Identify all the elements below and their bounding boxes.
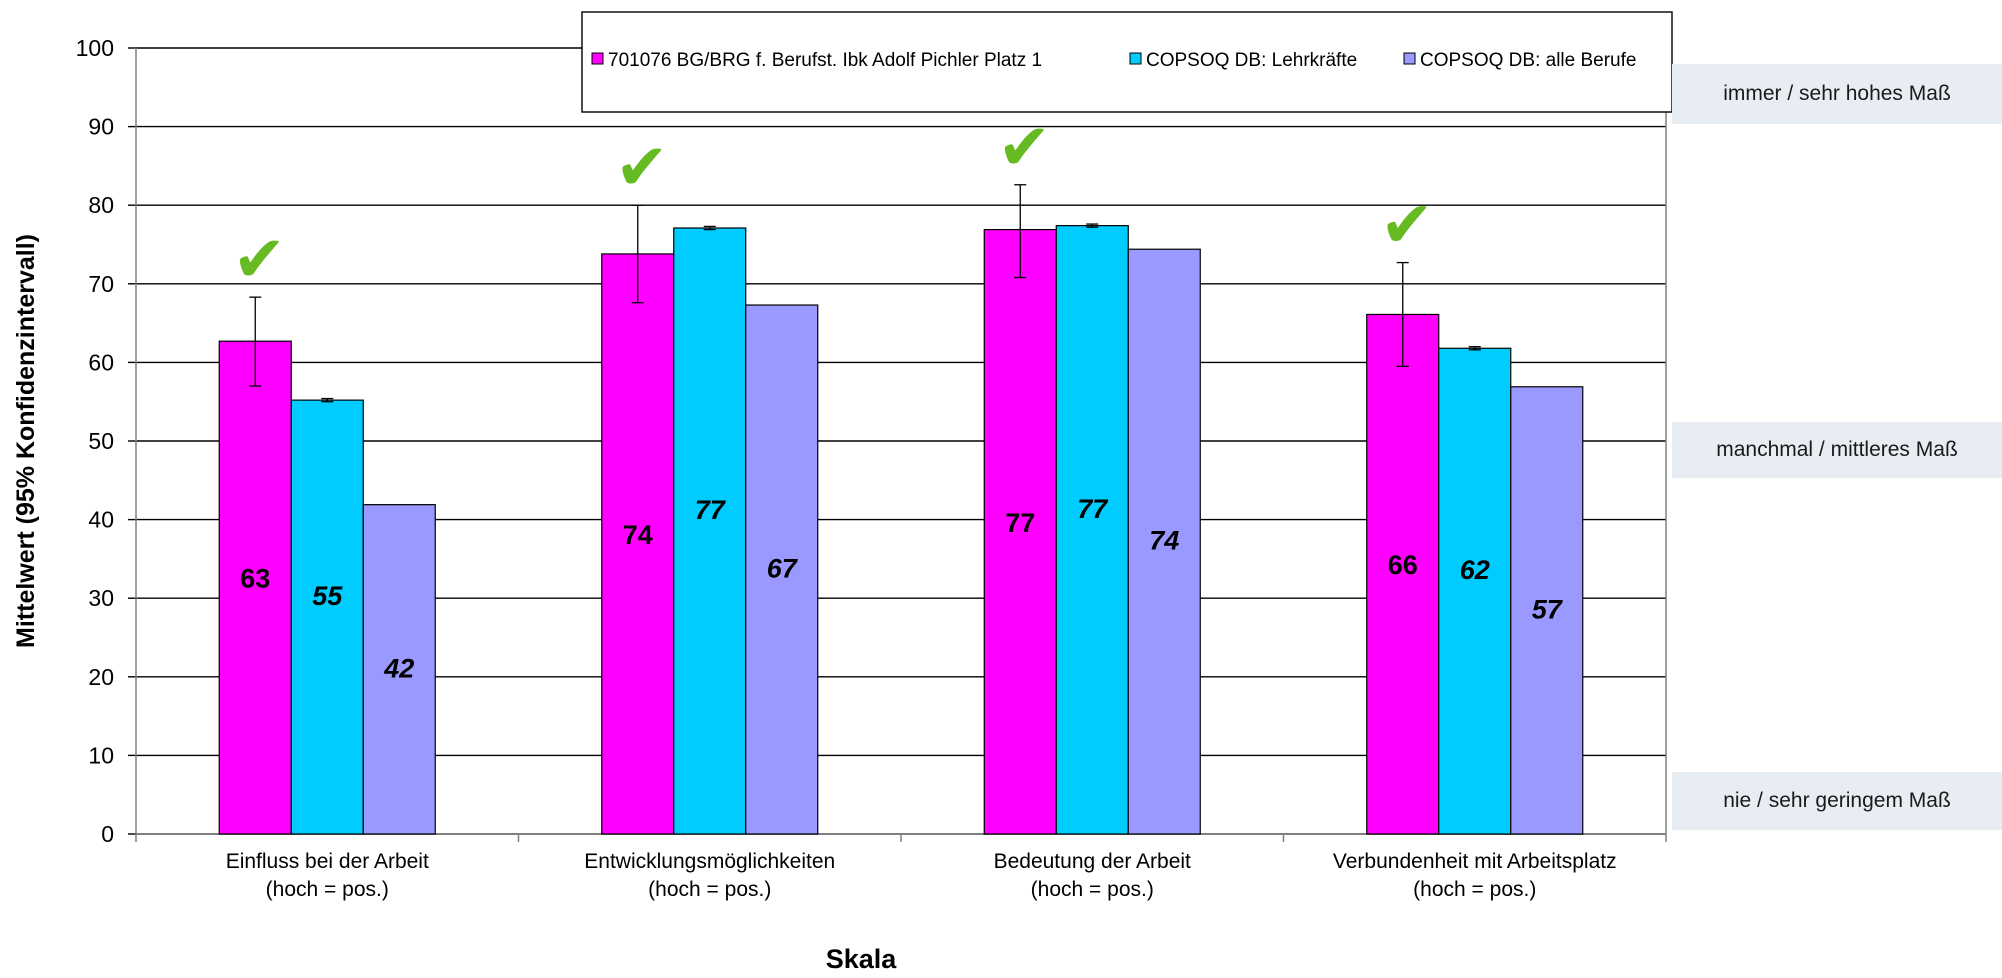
data-label: 77 [695, 495, 727, 525]
side-label-top: immer / sehr hohes Maß [1672, 64, 2002, 124]
bar [362, 504, 436, 835]
legend-swatch [591, 52, 604, 65]
bar [1438, 347, 1512, 835]
data-label: 66 [1388, 550, 1418, 580]
y-tick-label: 20 [88, 664, 114, 690]
data-label: 62 [1460, 555, 1490, 585]
data-label: 63 [240, 564, 270, 594]
bar [1127, 248, 1201, 835]
bar [290, 399, 364, 835]
bar-chart: 0 10 20 30 40 50 60 70 80 90 100 63 55 42 Einfluss bei… [12, 11, 1673, 974]
x-tick-label-sub: (hoch = pos.) [1031, 878, 1154, 901]
x-tick-label: Entwicklungsmöglichkeiten [584, 850, 835, 873]
y-tick-label: 40 [88, 507, 114, 533]
legend-label: 701076 BG/BRG f. Berufst. Ibk Adolf Pich… [608, 50, 1042, 71]
x-tick-label-sub: (hoch = pos.) [1413, 878, 1536, 901]
data-label: 42 [383, 653, 414, 683]
side-label-bottom: nie / sehr geringem Maß [1672, 772, 2002, 830]
x-tick-label-sub: (hoch = pos.) [266, 878, 389, 901]
side-label-middle: manchmal / mittleres Maß [1672, 422, 2002, 478]
bar [745, 304, 819, 835]
y-tick-label: 90 [88, 114, 114, 140]
checkmark-icon: ✔ [615, 131, 669, 203]
checkmark-icon: ✔ [232, 223, 286, 295]
legend-box [581, 11, 1673, 113]
legend-label: COPSOQ DB: Lehrkräfte [1146, 50, 1357, 71]
checkmark-icon: ✔ [997, 111, 1051, 183]
legend-swatch [1129, 52, 1142, 65]
x-tick-label-sub: (hoch = pos.) [648, 878, 771, 901]
data-label: 74 [1149, 526, 1179, 556]
y-tick-label: 50 [88, 428, 114, 454]
y-tick-label: 10 [88, 742, 114, 768]
data-label: 74 [623, 520, 653, 550]
bar [673, 227, 747, 835]
x-axis-title: Skala [826, 944, 898, 973]
data-label: 77 [1005, 508, 1035, 538]
bar [1510, 386, 1584, 835]
data-label: 77 [1077, 494, 1109, 524]
checkmark-icon: ✔ [1380, 189, 1434, 261]
y-tick-label: 30 [88, 585, 114, 611]
y-tick-label: 100 [76, 35, 114, 61]
data-label: 67 [767, 554, 799, 584]
y-tick-label: 70 [88, 271, 114, 297]
y-tick-label: 60 [88, 349, 114, 375]
x-tick-label: Verbundenheit mit Arbeitsplatz [1333, 850, 1617, 873]
bar [1055, 225, 1129, 835]
data-label: 57 [1532, 594, 1564, 624]
legend-label: COPSOQ DB: alle Berufe [1420, 50, 1636, 71]
y-tick-label: 80 [88, 192, 114, 218]
x-tick-label: Bedeutung der Arbeit [994, 850, 1191, 873]
x-tick-label: Einfluss bei der Arbeit [226, 850, 429, 873]
y-tick-label: 0 [101, 821, 114, 847]
y-axis-title: Mittelwert (95% Konfidenzintervall) [12, 234, 40, 648]
data-label: 55 [312, 581, 343, 611]
bar [218, 340, 292, 835]
bar [601, 253, 675, 835]
legend-swatch [1403, 52, 1416, 65]
